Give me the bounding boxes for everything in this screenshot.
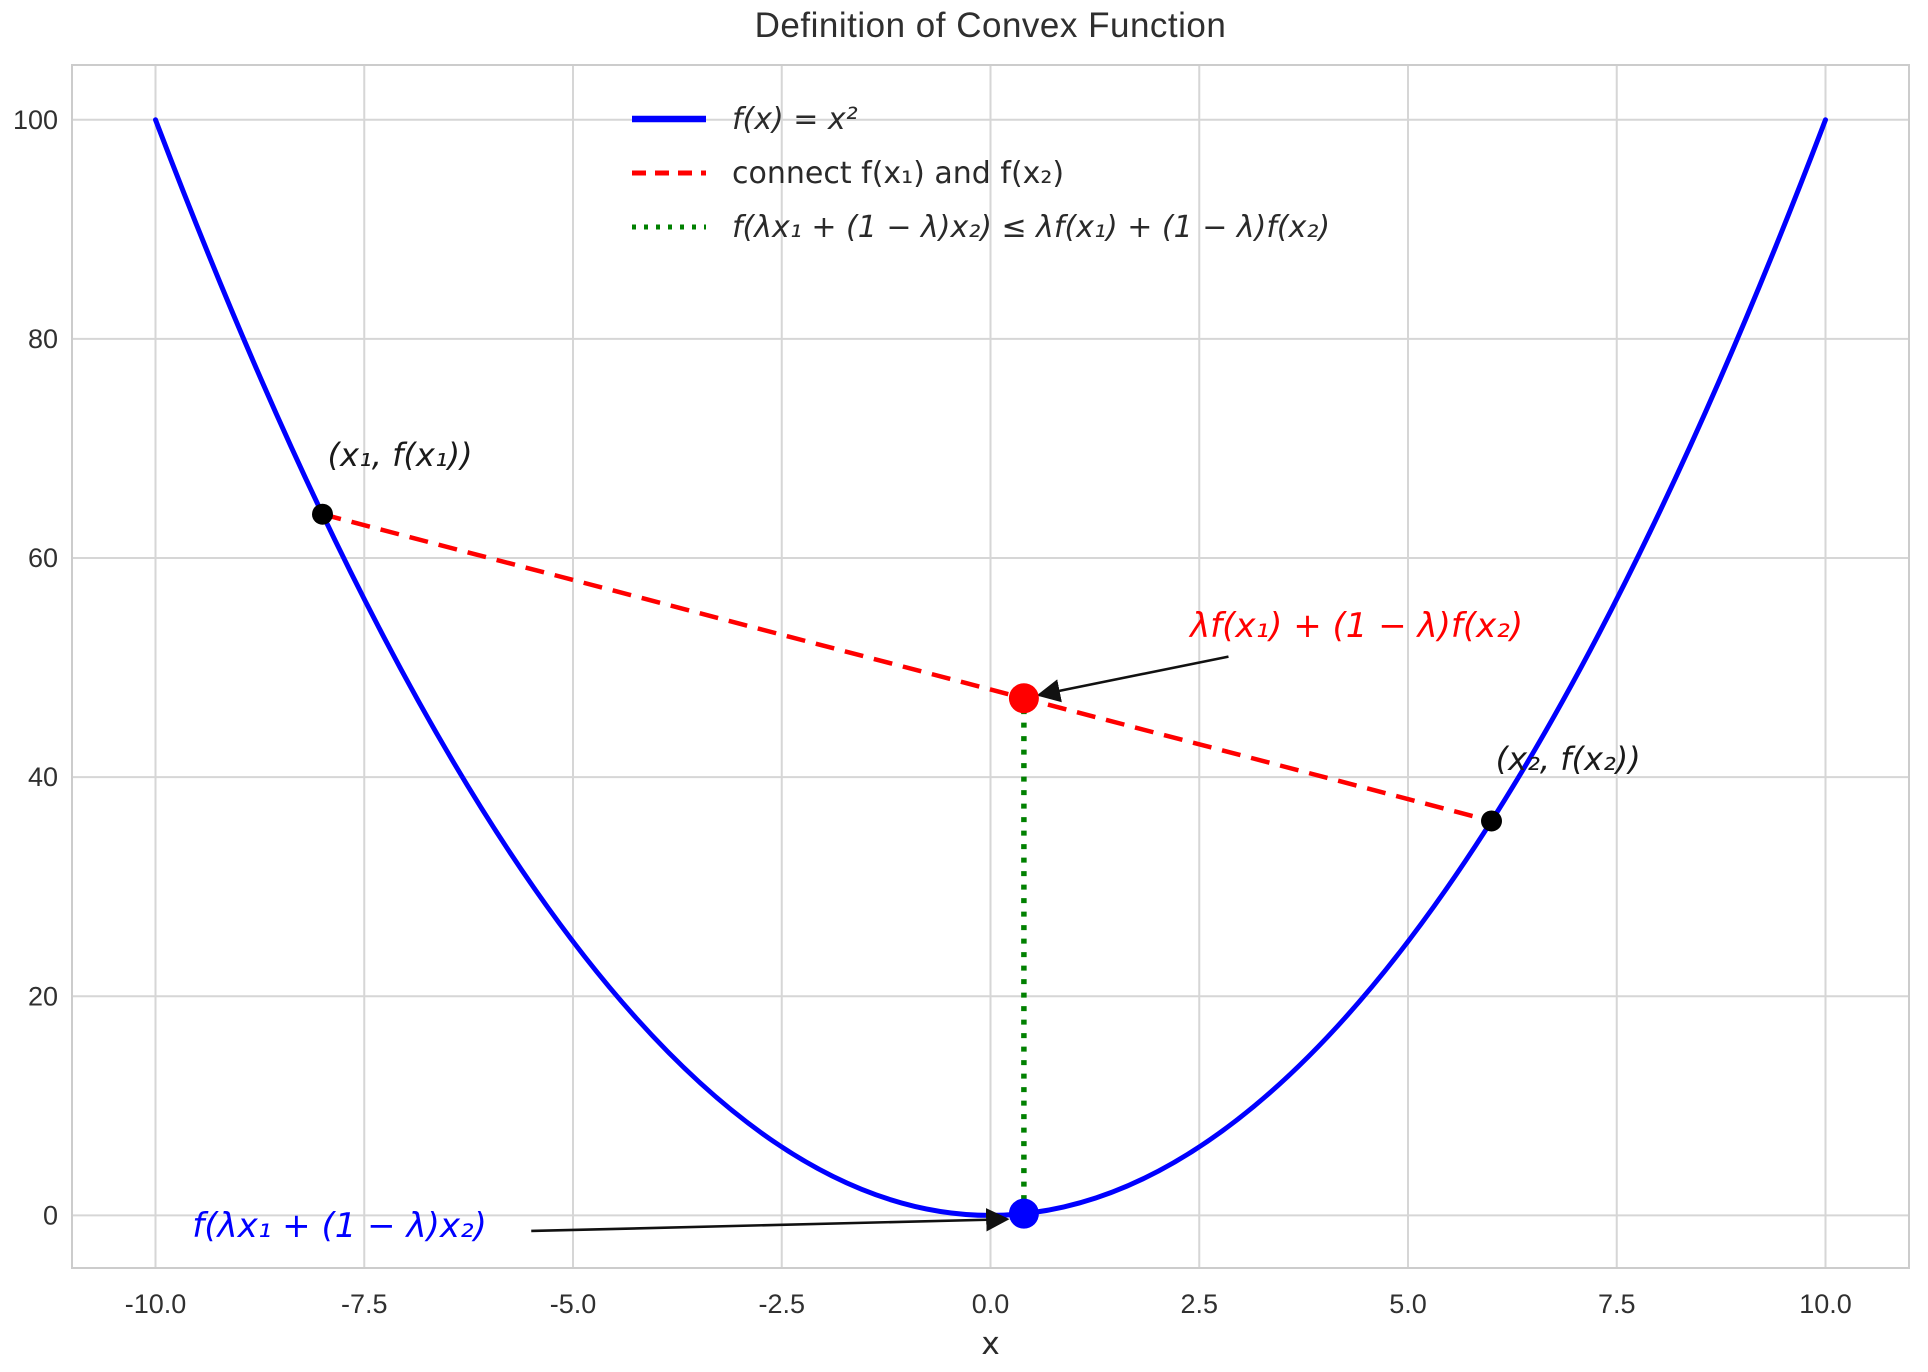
legend-label: f(λx₁ + (1 − λ)x₂) ≤ λf(x₁) + (1 − λ)f(x…	[732, 209, 1331, 245]
annotation-chord-value: λf(x₁) + (1 − λ)f(x₂)	[1190, 606, 1524, 647]
x-tick-label: 10.0	[1799, 1289, 1852, 1319]
point-chord-combination	[1008, 683, 1039, 714]
x-tick-label: 5.0	[1389, 1289, 1427, 1319]
plot-frame	[71, 64, 1910, 1269]
annotation-function-value: f(λx₁ + (1 − λ)x₂)	[192, 1205, 487, 1246]
legend-label: connect f(x₁) and f(x₂)	[732, 155, 1065, 191]
arrow-to-curve-point	[531, 1208, 1010, 1233]
x-tick-label: -2.5	[758, 1289, 805, 1319]
point-x2	[1481, 810, 1502, 832]
y-tick-label: 100	[13, 105, 58, 135]
chord-line	[321, 512, 1493, 824]
x-tick-label: 0.0	[972, 1289, 1010, 1319]
point-label-x1: (x₁, f(x₁))	[327, 435, 473, 474]
point-x1	[312, 503, 333, 525]
x-tick-label: -10.0	[125, 1289, 187, 1319]
y-tick-label: 0	[43, 1200, 58, 1230]
y-axis-label: f(x)	[0, 609, 1, 662]
legend: f(x) = x² connect f(x₁) and f(x₂) f(λx₁ + …	[630, 92, 1330, 254]
y-tick-label: 40	[28, 762, 58, 792]
x-axis-label: x	[981, 1326, 1000, 1362]
legend-swatch-dashed-line	[632, 170, 706, 176]
legend-item-0: f(x) = x²	[630, 92, 1330, 146]
x-tick-label: -5.0	[550, 1289, 597, 1319]
legend-item-2: f(λx₁ + (1 − λ)x₂) ≤ λf(x₁) + (1 − λ)f(x…	[630, 200, 1330, 254]
legend-swatch-dotted-line	[632, 224, 706, 230]
legend-label: f(x) = x²	[732, 101, 858, 137]
x-tick-label: -7.5	[341, 1289, 388, 1319]
x-tick-label: 2.5	[1180, 1289, 1218, 1319]
y-tick-label: 20	[28, 981, 58, 1011]
chart-title: Definition of Convex Function	[754, 6, 1227, 45]
arrow-to-chord-point	[1036, 655, 1229, 703]
y-tick-label: 60	[28, 543, 58, 573]
x-tick-label: 7.5	[1598, 1289, 1636, 1319]
point-curve-combination	[1008, 1198, 1039, 1229]
legend-swatch-solid-line	[632, 115, 706, 123]
legend-item-1: connect f(x₁) and f(x₂)	[630, 146, 1330, 200]
point-label-x2: (x₂, f(x₂))	[1495, 740, 1641, 779]
y-tick-label: 80	[28, 324, 58, 354]
